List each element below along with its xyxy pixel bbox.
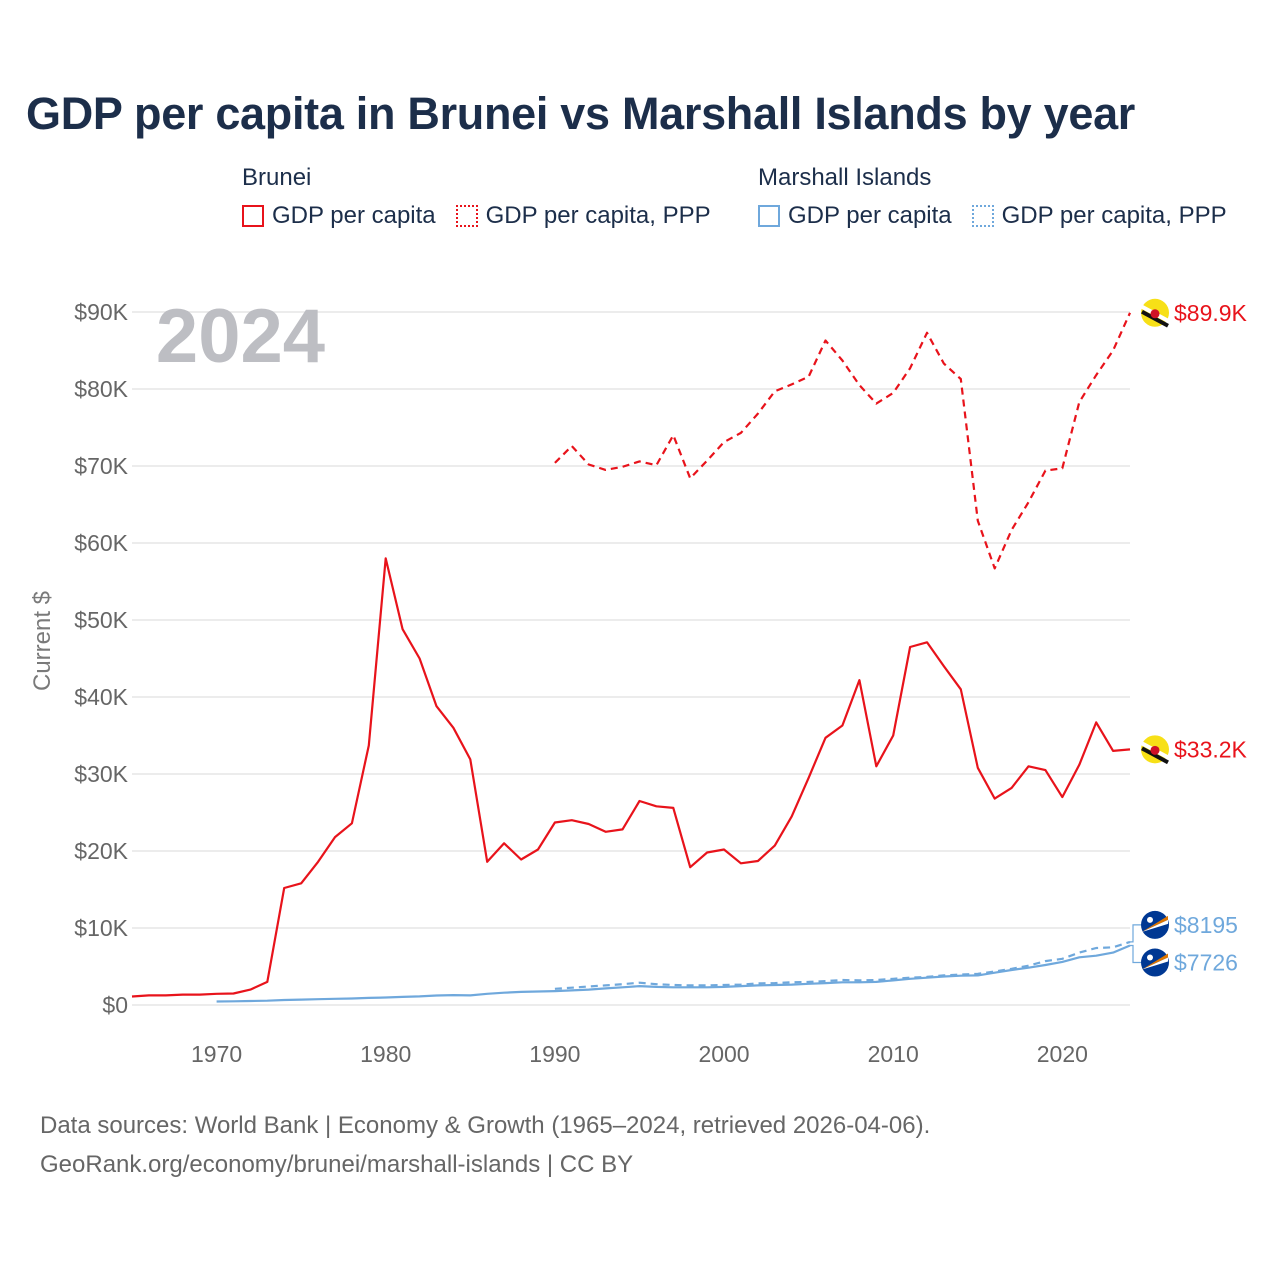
marshall-islands-flag-icon	[1141, 948, 1169, 977]
y-tick-label: $10K	[74, 915, 128, 941]
legend-item-brunei-gdp-ppp[interactable]: GDP per capita, PPP	[455, 202, 711, 230]
legend-group-brunei: Brunei GDP per capita GDP per capita, PP…	[242, 160, 731, 230]
x-tick-label: 2000	[698, 1041, 749, 1067]
y-axis-title: Current $	[29, 591, 56, 691]
footer-link[interactable]: GeoRank.org/economy/brunei/marshall-isla…	[40, 1151, 634, 1178]
chart-title: GDP per capita in Brunei vs Marshall Isl…	[26, 88, 1136, 139]
x-axis-ticks: 1970 1980 1990 2000 2010 2020	[191, 1041, 1088, 1067]
legend-label: GDP per capita, PPP	[485, 202, 711, 229]
legend-item-brunei-gdp[interactable]: GDP per capita	[242, 202, 436, 230]
y-tick-label: $20K	[74, 838, 128, 864]
y-tick-label: $60K	[74, 530, 128, 556]
legend-label: GDP per capita	[272, 202, 436, 229]
x-tick-label: 1980	[360, 1041, 411, 1067]
legend-group-title: Brunei	[242, 164, 312, 191]
y-tick-label: $50K	[74, 607, 128, 633]
y-tick-label: $40K	[74, 684, 128, 710]
y-axis-ticks: $0 $10K $20K $30K $40K $50K $60K $70K $80K $90K	[74, 299, 128, 1018]
marshall-islands-flag-icon	[1141, 910, 1169, 939]
y-tick-label: $70K	[74, 453, 128, 479]
y-tick-label: $80K	[74, 376, 128, 402]
end-value-label: $89.9K	[1174, 300, 1248, 326]
x-tick-label: 2010	[868, 1041, 919, 1067]
series-line-3	[554, 940, 1131, 990]
y-tick-label: $30K	[74, 761, 128, 787]
footer: Data sources: World Bank | Economy & Gro…	[40, 1106, 930, 1184]
year-watermark: 2024	[156, 294, 325, 379]
label-connector	[1130, 944, 1141, 964]
x-tick-label: 1990	[529, 1041, 580, 1067]
brunei-flag-icon	[1141, 298, 1169, 328]
end-value-label: $7726	[1174, 950, 1238, 976]
gridlines	[132, 311, 1130, 1006]
series-line-1	[554, 312, 1132, 570]
dotted-line-swatch-icon	[971, 205, 994, 227]
legend-item-marshall-gdp-ppp[interactable]: GDP per capita, PPP	[971, 202, 1227, 230]
end-value-label: $8195	[1174, 912, 1238, 938]
series-line-2	[216, 944, 1131, 1003]
series-end-labels: $89.9K $33.2K $8195 $7726	[1130, 298, 1248, 977]
dotted-line-swatch-icon	[455, 205, 478, 227]
footer-sources: Data sources: World Bank | Economy & Gro…	[40, 1112, 931, 1139]
series-line-0	[131, 557, 1131, 998]
series-lines	[131, 312, 1132, 1003]
end-value-label: $33.2K	[1174, 736, 1248, 762]
solid-line-swatch-icon	[242, 205, 264, 227]
y-tick-label: $90K	[74, 299, 128, 325]
x-tick-label: 1970	[191, 1041, 242, 1067]
legend-label: GDP per capita	[788, 202, 952, 229]
brunei-flag-icon	[1141, 735, 1169, 765]
solid-line-swatch-icon	[758, 205, 780, 227]
legend-group-title: Marshall Islands	[758, 164, 932, 191]
legend-item-marshall-gdp[interactable]: GDP per capita	[758, 202, 952, 230]
x-tick-label: 2020	[1037, 1041, 1088, 1067]
legend-group-marshall-islands: Marshall Islands GDP per capita GDP per …	[758, 160, 1247, 230]
legend-label: GDP per capita, PPP	[1001, 202, 1227, 229]
label-connector	[1130, 924, 1141, 943]
y-tick-label: $0	[102, 992, 128, 1018]
